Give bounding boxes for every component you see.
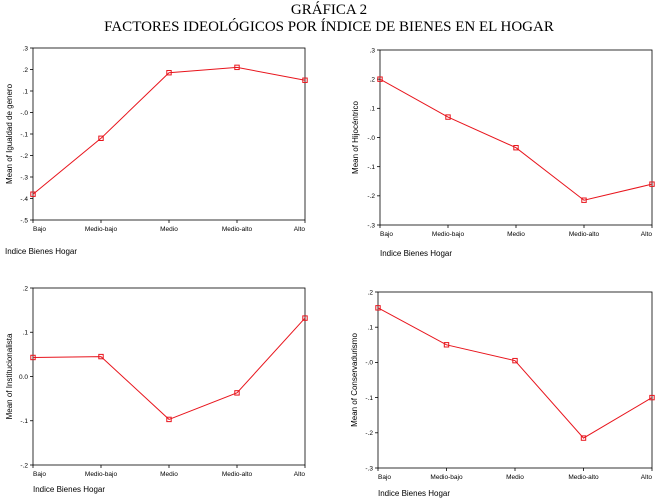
- chart-3-plot-frame: [32, 287, 306, 466]
- chart-3-data-point: [30, 354, 36, 361]
- chart-2-data-point: [649, 181, 655, 187]
- chart-4-ytick-label: .2: [368, 289, 374, 296]
- chart-2-xtick-label: Alto: [641, 231, 653, 238]
- chart-4-ytick-label: -.0: [365, 360, 373, 367]
- chart-4-xtick-label: Bajo: [378, 474, 391, 481]
- chart-1-ytick-label: .1: [23, 88, 29, 95]
- chart-3-ytick-label: .1: [23, 330, 29, 337]
- figure-heading: GRÁFICA 2 FACTORES IDEOLÓGICOS POR ÍNDIC…: [0, 2, 658, 36]
- chart-1-ytick-label: -.5: [20, 217, 28, 224]
- chart-3-series-line: [32, 317, 306, 421]
- chart-2-ytick-label: -.1: [367, 164, 375, 171]
- chart-3-data-point: [302, 315, 308, 321]
- chart-4-data-point: [443, 342, 450, 348]
- chart-2-series-line: [379, 78, 653, 201]
- chart-2-data-point: [581, 197, 587, 203]
- chart-3-data-point: [234, 390, 240, 396]
- chart-3-y-axis-title: Mean of Institucionalista: [5, 333, 14, 419]
- chart-4-ytick-label: -.3: [365, 465, 373, 472]
- chart-4-xtick-label: Medio: [506, 474, 524, 481]
- chart-1-y-axis-title: Mean of Igualdad de genero: [5, 83, 14, 184]
- chart-1-ytick-label: -.2: [20, 153, 28, 160]
- chart-4-ytick-label: -.1: [365, 395, 373, 402]
- chart-3-xtick-label: Medio-bajo: [85, 471, 118, 478]
- chart-3-data-point: [166, 416, 172, 423]
- chart-1-xtick-label: Bajo: [33, 226, 46, 233]
- chart-4-data-point: [580, 435, 587, 441]
- chart-4-data-point: [649, 394, 655, 401]
- chart-1-ytick-label: -.0: [20, 110, 28, 117]
- chart-2-xtick-label: Bajo: [380, 231, 393, 238]
- chart-1-data-point: [166, 70, 172, 76]
- chart-4-ytick-label: .1: [368, 325, 374, 332]
- chart-4-plot-frame: [377, 291, 653, 469]
- chart-2-ytick-label: .2: [370, 76, 376, 83]
- chart-3-ytick-label: .2: [23, 285, 29, 292]
- chart-3-data-point: [98, 353, 104, 360]
- chart-1-xtick-label: Medio-alto: [222, 226, 253, 233]
- chart-4-data-point: [375, 305, 381, 311]
- chart-3-xtick-label: Alto: [294, 471, 306, 478]
- chart-2-ytick-label: .3: [370, 47, 376, 54]
- chart-1-ytick-label: .2: [23, 67, 29, 74]
- chart-2-data-point: [377, 76, 383, 82]
- chart-3-ytick-label: -.1: [20, 418, 28, 425]
- chart-4-y-axis-title: Mean of Conservadurismo: [350, 333, 359, 427]
- chart-3-ytick-label: 0.0: [19, 374, 28, 381]
- chart-2-xtick-label: Medio: [507, 231, 525, 238]
- chart-1-xtick-label: Medio: [160, 226, 178, 233]
- chart-1-plot-frame: [32, 47, 306, 221]
- chart-4-x-axis-title: Indice Bienes Hogar: [378, 489, 450, 498]
- chart-2-data-point: [445, 114, 451, 120]
- chart-2-xtick-label: Medio-bajo: [432, 231, 465, 238]
- chart-1-x-axis-title: Indice Bienes Hogar: [5, 247, 77, 256]
- figure-title: FACTORES IDEOLÓGICOS POR ÍNDICE DE BIENE…: [104, 19, 554, 35]
- chart-2-ytick-label: -.0: [367, 135, 375, 142]
- chart-3-xtick-label: Medio-alto: [222, 471, 253, 478]
- figure-number: GRÁFICA 2: [290, 2, 368, 18]
- chart-2-y-axis-title: Mean of Hijocéntrico: [351, 100, 360, 173]
- chart-2-ytick-label: -.3: [367, 222, 375, 229]
- chart-3-ytick-label: -.2: [20, 462, 28, 469]
- chart-2-ytick-label: .1: [370, 106, 376, 113]
- chart-4-series-line: [377, 307, 653, 439]
- chart-3-x-axis-title: Indice Bienes Hogar: [33, 485, 105, 494]
- chart-4-xtick-label: Alto: [641, 474, 653, 481]
- chart-1-series-line: [32, 66, 306, 195]
- chart-4-xtick-label: Medio-alto: [568, 474, 599, 481]
- chart-2-plot-frame: [379, 49, 653, 226]
- chart-1-data-point: [302, 77, 308, 83]
- chart-1-ytick-label: -.4: [20, 196, 28, 203]
- chart-1-data-point: [98, 135, 104, 142]
- chart-3-xtick-label: Bajo: [33, 471, 46, 478]
- chart-1-xtick-label: Medio-bajo: [85, 226, 118, 233]
- chart-1-data-point: [30, 191, 36, 197]
- chart-2-data-point: [513, 145, 519, 151]
- chart-2-xtick-label: Medio-alto: [569, 231, 600, 238]
- chart-2-x-axis-title: Indice Bienes Hogar: [380, 249, 452, 258]
- chart-4-ytick-label: -.2: [365, 430, 373, 437]
- chart-1-ytick-label: -.1: [20, 131, 28, 138]
- chart-3-xtick-label: Medio: [160, 471, 178, 478]
- chart-1-ytick-label: -.3: [20, 174, 28, 181]
- chart-1-ytick-label: .3: [23, 45, 29, 52]
- chart-2-ytick-label: -.2: [367, 193, 375, 200]
- chart-4-xtick-label: Medio-bajo: [430, 474, 463, 481]
- chart-4-data-point: [512, 357, 518, 364]
- chart-1-xtick-label: Alto: [294, 226, 306, 233]
- chart-1-data-point: [234, 64, 240, 71]
